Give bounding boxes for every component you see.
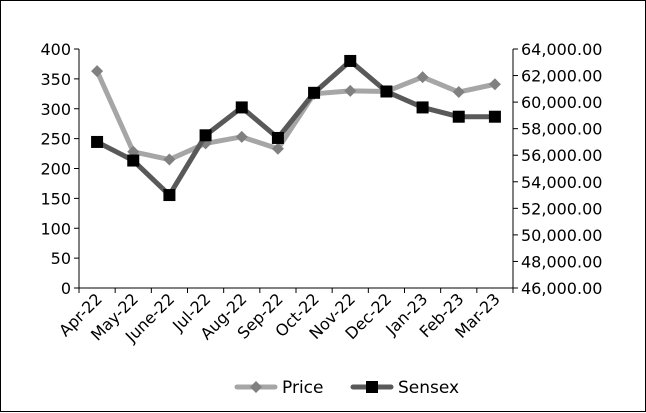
left-tick-label: 150 xyxy=(40,189,71,208)
right-tick-label: 64,000.00 xyxy=(521,40,602,59)
left-tick-label: 300 xyxy=(40,100,71,119)
sensex-point xyxy=(91,135,104,148)
price-point xyxy=(235,130,248,143)
price-point xyxy=(91,65,104,78)
sensex-point xyxy=(344,54,357,67)
legend-sensex-marker xyxy=(366,381,378,393)
left-axis-ticks: 0 50 100 150 200 250 300 350 400 xyxy=(40,40,79,298)
sensex-point xyxy=(271,131,284,144)
left-tick-label: 50 xyxy=(51,249,71,268)
price-point xyxy=(271,142,284,155)
sensex-series-line xyxy=(94,58,498,198)
right-tick-label: 58,000.00 xyxy=(521,120,602,139)
series-layer xyxy=(91,54,501,202)
right-tick-label: 56,000.00 xyxy=(521,146,602,165)
left-tick-label: 200 xyxy=(40,160,71,179)
sensex-point xyxy=(163,189,176,202)
right-axis-ticks: 46,000.00 48,000.00 50,000.00 52,000.00 54,0… xyxy=(513,40,602,298)
price-point xyxy=(452,86,465,99)
legend-price-marker xyxy=(250,381,262,393)
right-tick-label: 50,000.00 xyxy=(521,226,602,245)
legend-sensex-label: Sensex xyxy=(398,378,459,398)
legend-price-label: Price xyxy=(282,378,323,398)
right-tick-label: 52,000.00 xyxy=(521,199,602,218)
left-tick-label: 250 xyxy=(40,130,71,149)
sensex-point xyxy=(416,101,429,114)
left-tick-label: 100 xyxy=(40,219,71,238)
right-tick-label: 48,000.00 xyxy=(521,252,602,271)
right-tick-label: 46,000.00 xyxy=(521,279,602,298)
right-tick-label: 60,000.00 xyxy=(521,93,602,112)
x-axis-ticks: Apr-22May-22June-22Jul-22Aug-22Sep-22Oct… xyxy=(55,288,514,347)
left-tick-label: 400 xyxy=(40,40,71,59)
price-point xyxy=(344,84,357,97)
right-tick-label: 62,000.00 xyxy=(521,67,602,86)
sensex-point xyxy=(488,110,501,123)
left-tick-label: 0 xyxy=(61,279,71,298)
sensex-point xyxy=(452,110,465,123)
sensex-point xyxy=(127,154,140,167)
right-tick-label: 54,000.00 xyxy=(521,173,602,192)
left-tick-label: 350 xyxy=(40,70,71,89)
price-series-line xyxy=(94,68,498,163)
legend: Price Sensex xyxy=(234,378,459,398)
sensex-point xyxy=(199,129,212,142)
sensex-point xyxy=(308,86,321,99)
sensex-point xyxy=(380,85,393,98)
price-point xyxy=(488,78,501,91)
price-point xyxy=(163,153,176,166)
price-point xyxy=(416,71,429,84)
sensex-point xyxy=(235,101,248,114)
